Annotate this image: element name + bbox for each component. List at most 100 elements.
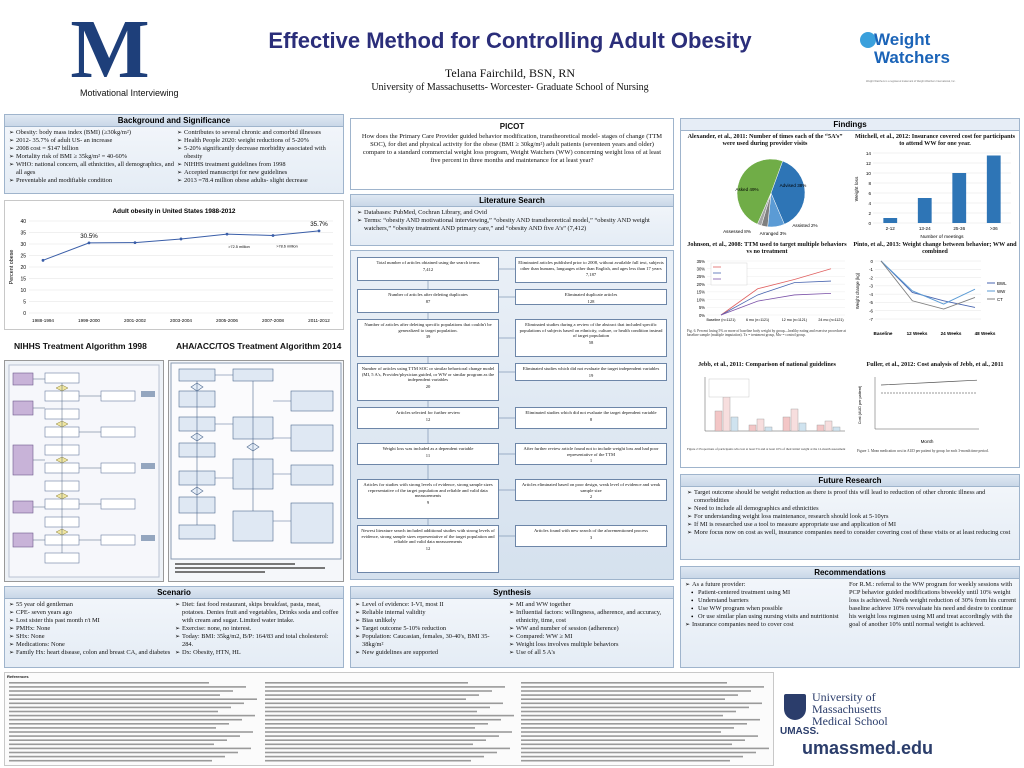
synthesis-right-item: WW and number of session (adherence) [509, 625, 671, 633]
nihhs-algorithm-image [4, 360, 164, 582]
recommendations-last: Insurance companies need to cover cost [685, 621, 845, 629]
flow-right-text: Eliminated studies during a review of th… [519, 322, 663, 339]
flow-left-text: Newest literature search included additi… [361, 528, 495, 545]
johnson-y-tick: 5% [699, 305, 705, 310]
flow-left-text: Weight loss was included as a dependent … [382, 446, 474, 451]
synthesis-left-list: Level of evidence: I-VI, most IIReliable… [355, 601, 505, 657]
mitchell-bar [952, 173, 967, 223]
references-line [521, 702, 762, 705]
pinto-title: Pinto, et al., 2013: Weight change betwe… [853, 241, 1017, 255]
references-line [265, 690, 492, 692]
references-line [9, 731, 253, 733]
johnson-series-line [720, 280, 832, 316]
johnson-y-tick: 10% [697, 297, 706, 302]
flow-right-text: Eliminated studies which did not evaluat… [525, 410, 657, 415]
umass-line1: University of [812, 690, 876, 704]
references-line [521, 727, 734, 729]
references-line [9, 682, 209, 684]
mitchell-bar [917, 198, 932, 223]
mitchell-y-tick: 4 [868, 201, 871, 206]
flow-left-box: Articles for studies with strong levels … [357, 479, 499, 519]
references-line [9, 755, 225, 758]
jebb-caption: Figure 2: Proportions of participants wh… [687, 447, 846, 451]
ww-fine-print: Weight Watchers is a registered trademar… [866, 80, 956, 83]
references-line [521, 694, 738, 696]
mitchell-bar-chart: 0 2 4 6 8 10 12 14 Weight loss 2-12 13-24 25-36 >36 N… [854, 151, 1011, 240]
flow-right-box: After further review article found not t… [515, 443, 667, 465]
synthesis-left-item: Target outcome 5-10% reduction [355, 625, 505, 633]
flow-right-box: Eliminated studies during a review of th… [515, 319, 667, 357]
johnson-series-line [720, 268, 832, 316]
pinto-y-tick: -3 [869, 284, 873, 289]
references-line [9, 727, 216, 729]
johnson-y-tick: 15% [697, 290, 706, 295]
johnson-x-tick: 6 mo (n=1121) [746, 318, 769, 322]
flow-right-text: After further review article found not t… [523, 446, 659, 457]
flow-left-text: Articles for studies with strong levels … [363, 482, 493, 499]
references-line [265, 751, 497, 754]
flow-left-text: Number of articles using TTM SOC or simi… [361, 366, 495, 383]
references-line [521, 731, 721, 733]
fuller-title: Fuller, et al., 2012: Cost analysis of J… [866, 361, 1004, 368]
background-right-item: Contributes to several chronic and comor… [177, 129, 343, 137]
pie-label: Assessed 8% [723, 229, 751, 234]
flow-right-box: Eliminated articles published prior to 2… [515, 257, 667, 283]
jebb-bar [798, 422, 807, 432]
mi-logo: M [64, 3, 156, 96]
scenario-right-item: Dx: Obesity, HTN, HL [175, 649, 341, 657]
johnson-y-tick: 35% [697, 259, 706, 264]
umass-line3: Medical School [812, 714, 888, 728]
obesity-y-axis-label: Percent obese [9, 250, 15, 285]
obesity-point [179, 237, 183, 241]
flow-left-text: Total number of articles obtained using … [376, 260, 480, 265]
mitchell-y-label: Weight loss [854, 176, 860, 201]
future-panel: Future Research Target outcome should be… [680, 474, 1020, 560]
obesity-annotation: >72.5 million [228, 245, 249, 249]
obesity-annotation: 30.5% [80, 233, 98, 240]
flow-right-count: 1 [589, 458, 593, 464]
flow-right-count: 128 [587, 298, 595, 304]
synthesis-left-item: Population: Caucasian, females, 30-40's,… [355, 633, 505, 649]
ww-logo-dot-icon [860, 32, 876, 48]
references-title: References [7, 674, 29, 679]
pinto-series-line [880, 260, 976, 308]
future-item: More focus now on cost as well, insuranc… [687, 529, 1017, 537]
pie-label: Arranged 3% [760, 231, 787, 236]
mitchell-x-label: Number of meetings [920, 234, 964, 240]
obesity-x-tick: 2007-2008 [262, 318, 284, 323]
references-line [9, 747, 251, 750]
flow-left-count: 12 [425, 416, 431, 422]
johnson-y-tick: 20% [697, 282, 706, 287]
flow-left-box: Weight loss was included as a dependent … [357, 443, 499, 465]
findings-title: Findings [681, 119, 1019, 131]
obesity-x-tick: 2001-2002 [124, 318, 146, 323]
references-line [521, 682, 727, 684]
references-line [265, 755, 484, 758]
references-line [521, 710, 736, 713]
references-line [521, 723, 747, 725]
flow-connectors [427, 268, 515, 537]
recommendations-left: As a future provider: Patient-centered t… [685, 581, 845, 629]
references-line [521, 739, 745, 741]
scenario-right-item: Today: BMI: 35kg/m2, B/P: 164/83 and tot… [175, 633, 341, 649]
background-left-item: 2012- 35.7% of adult US- an increase [9, 137, 175, 145]
synthesis-left-item: Level of evidence: I-VI, most II [355, 601, 505, 609]
synthesis-right-item: Compared: WW ≥ MI [509, 633, 671, 641]
pinto-legend-label: BWL [997, 281, 1007, 286]
references-line [265, 735, 499, 737]
mi-logo-letter: M [70, 3, 150, 96]
aha-algorithm-image [168, 360, 344, 582]
flow-right-count: 2 [589, 494, 593, 500]
recommendations-right-text: For R.M.: referral to the WW program for… [849, 581, 1016, 628]
johnson-caption: Fig. 6. Percent losing 5% or more of bas… [687, 329, 846, 338]
future-item: Target outcome should be weight reductio… [687, 489, 1017, 505]
synthesis-right-item: Influential factors: willingness, adhere… [509, 609, 671, 625]
background-right-item: Accepted manuscript for new guidelines [177, 169, 343, 177]
picot-panel: PICOT How does the Primary Care Provider… [350, 118, 674, 190]
flow-left-count: 12 [425, 545, 431, 551]
obesity-point [225, 232, 229, 236]
references-line [265, 686, 505, 688]
references-line [265, 714, 514, 717]
findings-panel: Findings Alexander, et al., 2011: Number… [680, 118, 1020, 468]
synthesis-right-item: Use of all 5 A's [509, 649, 671, 657]
